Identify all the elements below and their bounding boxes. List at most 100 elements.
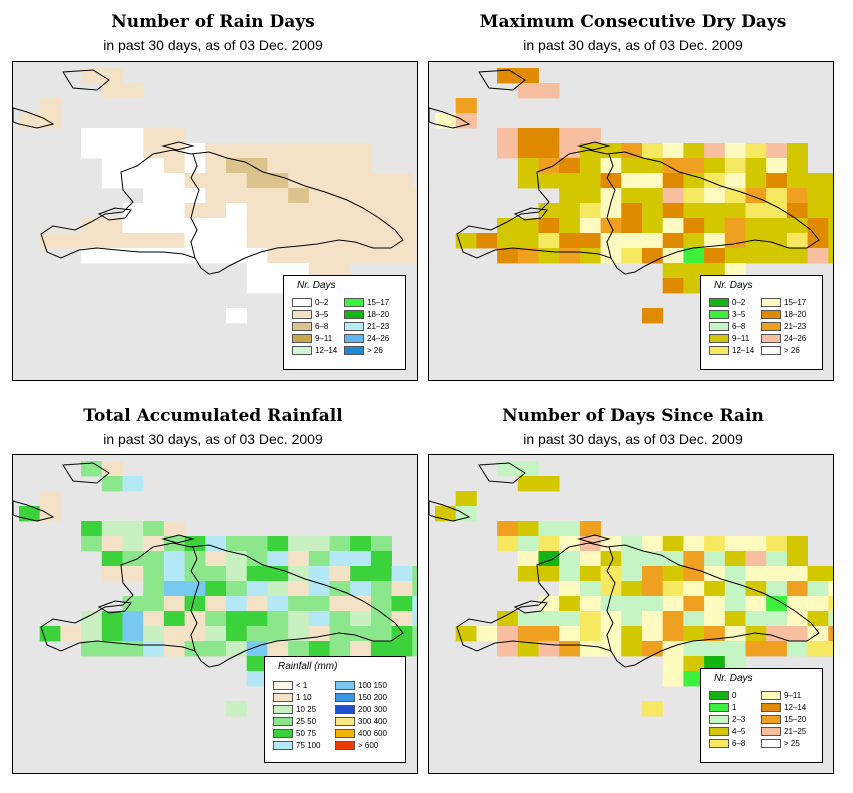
grid-cell xyxy=(704,248,726,264)
grid-cell xyxy=(308,611,330,627)
grid-cell xyxy=(246,143,268,159)
grid-cell xyxy=(267,158,289,174)
grid-cell xyxy=(350,248,372,264)
grid-cell xyxy=(517,521,539,537)
grid-cell xyxy=(662,551,684,567)
gonave-outline xyxy=(513,600,548,614)
grid-cell xyxy=(621,641,643,657)
grid-cell xyxy=(163,128,185,144)
grid-cell xyxy=(350,551,372,567)
grid-cell xyxy=(163,203,185,219)
grid-cell xyxy=(308,566,330,582)
legend-label: 25 50 xyxy=(296,717,317,726)
grid-cell xyxy=(704,263,726,279)
grid-cell xyxy=(370,581,392,597)
grid-cell xyxy=(704,536,726,552)
grid-cell xyxy=(163,218,185,234)
grid-cell xyxy=(308,626,330,642)
grid-cell xyxy=(786,233,808,249)
grid-cell xyxy=(370,626,392,642)
grid-cell xyxy=(600,581,622,597)
grid-cell xyxy=(122,476,144,492)
grid-cell xyxy=(538,596,560,612)
grid-cell xyxy=(642,158,664,174)
grid-cell xyxy=(308,641,330,657)
legend-label: 2–3 xyxy=(732,715,746,724)
cuba-outline xyxy=(429,107,471,129)
grid-cell xyxy=(391,641,413,657)
grid-cell xyxy=(683,551,705,567)
grid-cell xyxy=(435,113,457,129)
grid-cell xyxy=(143,233,165,249)
grid-cell xyxy=(81,521,103,537)
grid-cell xyxy=(246,566,268,582)
grid-cell xyxy=(39,506,61,522)
grid-cell xyxy=(288,566,310,582)
grid-cell xyxy=(828,233,833,249)
grid-cell xyxy=(370,218,392,234)
grid-cell xyxy=(745,536,767,552)
grid-cell xyxy=(329,188,351,204)
grid-cell xyxy=(267,203,289,219)
grid-cell xyxy=(724,203,746,219)
grid-cell xyxy=(745,143,767,159)
grid-cell xyxy=(621,581,643,597)
grid-cell xyxy=(621,143,643,159)
tortuga-outline xyxy=(161,141,195,151)
grid-cell xyxy=(205,641,227,657)
grid-cell xyxy=(184,248,206,264)
grid-cell xyxy=(101,566,123,582)
legend-label: 0–2 xyxy=(315,298,329,307)
grid-cell xyxy=(350,203,372,219)
grid-cell xyxy=(329,143,351,159)
grid-cell xyxy=(246,536,268,552)
legend-swatch xyxy=(761,346,781,355)
grid-cell xyxy=(517,158,539,174)
grid-cell xyxy=(517,233,539,249)
grid-cell xyxy=(205,551,227,567)
legend-swatch xyxy=(335,681,355,690)
grid-cell xyxy=(412,188,417,204)
grid-cell xyxy=(246,188,268,204)
island-outline xyxy=(456,542,820,668)
grid-cell xyxy=(370,248,392,264)
grid-cell xyxy=(828,641,833,657)
grid-cell xyxy=(642,701,664,717)
legend-swatch xyxy=(273,741,293,750)
legend-label: 100 150 xyxy=(358,681,387,690)
bahamas-outline xyxy=(62,462,110,484)
grid-cell xyxy=(517,218,539,234)
grid-cell xyxy=(288,233,310,249)
legend-swatch xyxy=(292,346,312,355)
grid-cell xyxy=(559,626,581,642)
legend-label: 12–14 xyxy=(732,346,755,355)
grid-cell xyxy=(391,173,413,189)
grid-cell xyxy=(163,551,185,567)
grid-cell xyxy=(101,626,123,642)
grid-cell xyxy=(704,158,726,174)
grid-cell xyxy=(704,611,726,627)
legend-label: > 600 xyxy=(358,741,379,750)
grid-cell xyxy=(538,143,560,159)
legend-title: Nr. Days xyxy=(714,280,753,291)
grid-cell xyxy=(517,611,539,627)
grid-cell xyxy=(642,218,664,234)
grid-cell xyxy=(786,566,808,582)
grid-cell xyxy=(163,248,185,264)
grid-cell xyxy=(246,173,268,189)
grid-cell xyxy=(246,218,268,234)
grid-cell xyxy=(143,611,165,627)
legend-swatch xyxy=(709,727,729,736)
grid-cell xyxy=(163,596,185,612)
grid-cell xyxy=(329,566,351,582)
grid-cell xyxy=(807,173,829,189)
legend-swatch xyxy=(761,703,781,712)
grid-cell xyxy=(122,173,144,189)
grid-cell xyxy=(600,173,622,189)
grid-cell xyxy=(724,611,746,627)
grid-cell xyxy=(724,248,746,264)
grid-cell xyxy=(662,173,684,189)
grid-cell xyxy=(205,158,227,174)
grid-cell xyxy=(766,611,788,627)
grid-cell xyxy=(766,203,788,219)
